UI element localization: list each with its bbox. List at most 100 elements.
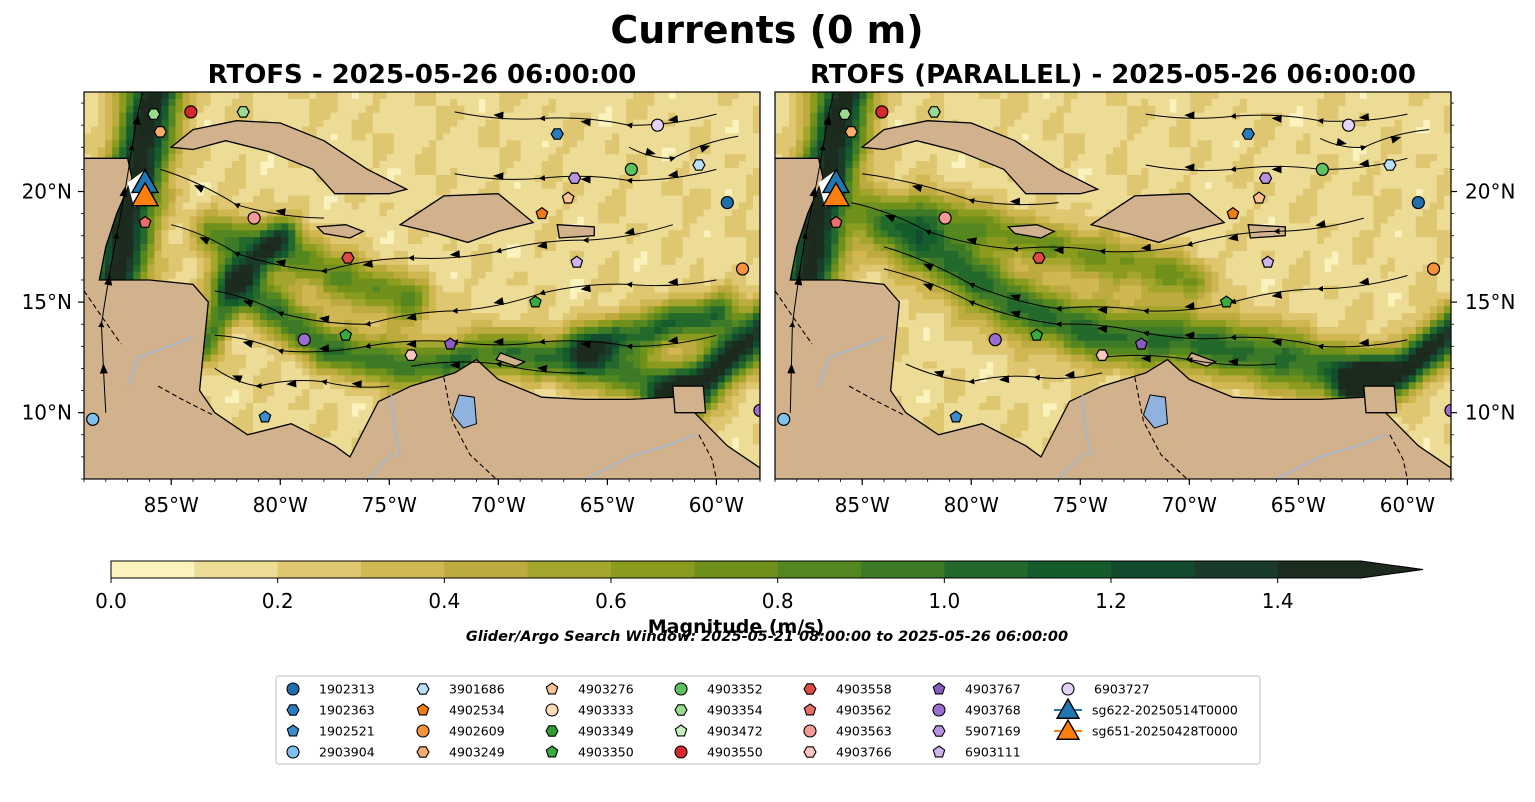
field-cell bbox=[619, 333, 627, 342]
field-cell bbox=[675, 223, 683, 231]
field-cell bbox=[457, 333, 465, 342]
field-cell bbox=[436, 147, 444, 155]
field-cell bbox=[598, 140, 606, 148]
field-cell bbox=[245, 285, 254, 293]
field-cell bbox=[555, 264, 564, 273]
field-cell bbox=[351, 416, 360, 425]
field-cell bbox=[386, 285, 395, 293]
field-cell bbox=[154, 168, 162, 176]
field-cell bbox=[682, 147, 690, 155]
field-cell bbox=[654, 340, 662, 349]
field-cell bbox=[471, 299, 479, 307]
field-cell bbox=[443, 244, 451, 252]
field-cell bbox=[203, 188, 212, 197]
field-cell bbox=[414, 299, 423, 307]
field-cell bbox=[161, 154, 169, 162]
field-cell bbox=[506, 278, 514, 286]
field-cell bbox=[393, 216, 402, 224]
field-cell bbox=[224, 320, 233, 328]
field-cell bbox=[372, 250, 381, 259]
field-cell bbox=[619, 216, 627, 224]
field-cell bbox=[591, 389, 599, 397]
field-cell bbox=[429, 112, 437, 121]
field-cell bbox=[485, 119, 493, 127]
field-cell bbox=[640, 264, 648, 273]
field-cell bbox=[724, 347, 733, 356]
field-cell bbox=[492, 230, 500, 238]
field-cell bbox=[675, 250, 683, 259]
field-cell bbox=[562, 161, 571, 169]
field-cell bbox=[661, 133, 669, 141]
field-cell bbox=[224, 168, 233, 176]
field-cell bbox=[738, 119, 747, 127]
field-cell bbox=[351, 389, 360, 397]
field-cell bbox=[548, 347, 557, 356]
field-cell bbox=[724, 326, 733, 335]
field-cell bbox=[626, 264, 634, 273]
field-cell bbox=[288, 306, 296, 314]
field-cell bbox=[372, 333, 381, 342]
field-cell bbox=[591, 105, 599, 114]
field-cell bbox=[647, 375, 655, 383]
field-cell bbox=[499, 237, 507, 245]
field-cell bbox=[612, 285, 620, 293]
field-cell bbox=[731, 340, 740, 349]
field-cell bbox=[400, 299, 409, 307]
field-cell bbox=[499, 313, 507, 321]
field-cell bbox=[168, 147, 176, 155]
field-cell bbox=[302, 168, 310, 176]
field-cell bbox=[323, 368, 331, 376]
field-cell bbox=[569, 354, 578, 362]
field-cell bbox=[140, 98, 148, 107]
field-cell bbox=[379, 161, 388, 169]
field-cell bbox=[583, 154, 592, 162]
field-cell bbox=[351, 147, 360, 155]
field-cell bbox=[386, 347, 395, 356]
field-cell bbox=[365, 402, 374, 411]
field-cell bbox=[640, 168, 648, 176]
field-cell bbox=[731, 361, 740, 369]
field-cell bbox=[91, 105, 99, 114]
field-cell bbox=[288, 237, 296, 245]
field-cell bbox=[281, 188, 289, 197]
field-cell bbox=[414, 375, 423, 383]
field-cell bbox=[541, 105, 550, 114]
field-cell bbox=[506, 195, 514, 203]
field-cell bbox=[654, 188, 662, 197]
field-cell bbox=[365, 285, 374, 293]
field-cell bbox=[260, 202, 268, 210]
field-cell bbox=[731, 257, 740, 266]
field-cell bbox=[393, 244, 402, 252]
field-cell bbox=[520, 133, 529, 141]
field-cell bbox=[154, 119, 162, 127]
field-cell bbox=[161, 147, 169, 155]
field-cell bbox=[527, 147, 536, 155]
field-cell bbox=[112, 257, 120, 266]
field-cell bbox=[675, 264, 683, 273]
field-cell bbox=[422, 313, 430, 321]
field-cell bbox=[245, 402, 254, 411]
field-cell bbox=[203, 154, 212, 162]
field-cell bbox=[598, 306, 606, 314]
field-cell bbox=[161, 257, 169, 266]
field-cell bbox=[316, 423, 324, 432]
field-cell bbox=[231, 375, 240, 383]
field-cell bbox=[654, 223, 662, 231]
field-cell bbox=[168, 168, 176, 176]
field-cell bbox=[400, 161, 409, 169]
field-cell bbox=[133, 257, 141, 266]
field-cell bbox=[661, 313, 669, 321]
field-cell bbox=[309, 237, 317, 245]
field-cell bbox=[485, 285, 493, 293]
field-cell bbox=[562, 216, 571, 224]
field-cell bbox=[583, 147, 592, 155]
field-cell bbox=[154, 161, 162, 169]
field-cell bbox=[253, 271, 261, 279]
field-cell bbox=[724, 264, 733, 273]
field-cell bbox=[626, 92, 634, 100]
field-cell bbox=[267, 188, 275, 197]
field-cell bbox=[238, 271, 247, 279]
field-cell bbox=[675, 326, 683, 335]
field-cell bbox=[295, 257, 303, 266]
field-cell bbox=[351, 354, 360, 362]
